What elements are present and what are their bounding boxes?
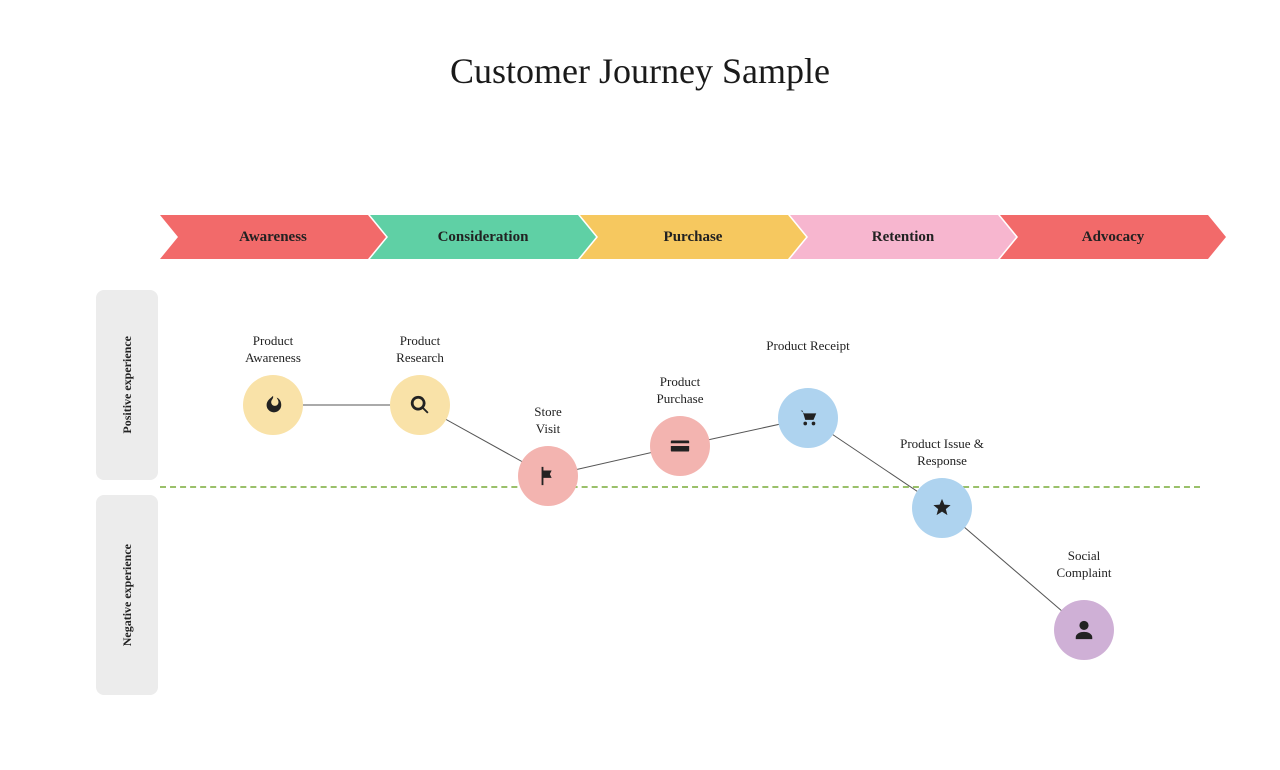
stage-advocacy: Advocacy	[1000, 215, 1226, 259]
stage-awareness: Awareness	[160, 215, 386, 259]
card-icon	[669, 435, 691, 457]
connector-lines	[160, 290, 1200, 710]
search-icon	[409, 394, 431, 416]
node-label-receipt: Product Receipt	[766, 338, 849, 355]
stage-label: Advocacy	[1082, 229, 1145, 246]
node-label-research: Product Research	[396, 333, 444, 367]
person-icon	[1073, 619, 1095, 641]
page-title: Customer Journey Sample	[0, 50, 1280, 92]
stage-label: Retention	[872, 229, 935, 246]
node-label-purchase: Product Purchase	[657, 374, 704, 408]
positive-experience-text: Positive experience	[120, 336, 135, 434]
node-label-storevisit: Store Visit	[534, 404, 561, 438]
star-icon	[931, 497, 953, 519]
cart-icon	[797, 407, 819, 429]
node-label-complaint: Social Complaint	[1057, 548, 1112, 582]
node-storevisit	[518, 446, 578, 506]
node-label-awareness: Product Awareness	[245, 333, 301, 367]
node-receipt	[778, 388, 838, 448]
journey-plot: Product Awareness Product Research Store V…	[160, 290, 1200, 710]
stage-consideration: Consideration	[370, 215, 596, 259]
node-research	[390, 375, 450, 435]
node-awareness	[243, 375, 303, 435]
stage-label: Purchase	[664, 229, 723, 246]
stage-label: Consideration	[438, 229, 529, 246]
negative-experience-label: Negative experience	[96, 495, 158, 695]
stage-retention: Retention	[790, 215, 1016, 259]
node-issue	[912, 478, 972, 538]
negative-experience-text: Negative experience	[120, 544, 135, 646]
flag-icon	[537, 465, 559, 487]
node-complaint	[1054, 600, 1114, 660]
positive-experience-label: Positive experience	[96, 290, 158, 480]
stage-label: Awareness	[239, 229, 307, 246]
node-purchase	[650, 416, 710, 476]
fire-icon	[262, 394, 284, 416]
stage-purchase: Purchase	[580, 215, 806, 259]
stages-row: Awareness Consideration Purchase Retention A…	[160, 215, 1210, 259]
node-label-issue: Product Issue & Response	[900, 436, 984, 470]
